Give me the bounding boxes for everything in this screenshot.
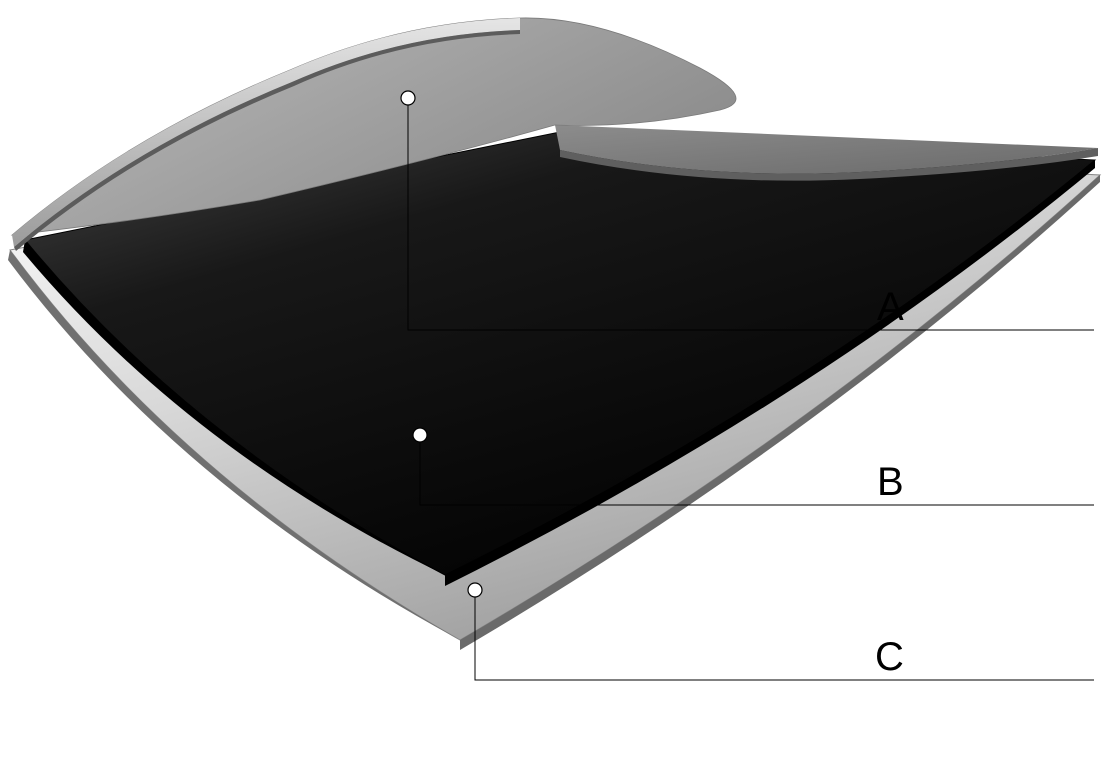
diagram-container: A B C — [0, 0, 1111, 761]
callout-marker-a — [401, 91, 415, 105]
callout-line-c — [475, 597, 1094, 680]
callout-marker-b — [413, 428, 427, 442]
callout-marker-c — [468, 583, 482, 597]
label-c: C — [875, 635, 905, 680]
layers-svg — [0, 0, 1111, 761]
label-a: A — [877, 285, 905, 330]
label-b: B — [877, 460, 905, 505]
